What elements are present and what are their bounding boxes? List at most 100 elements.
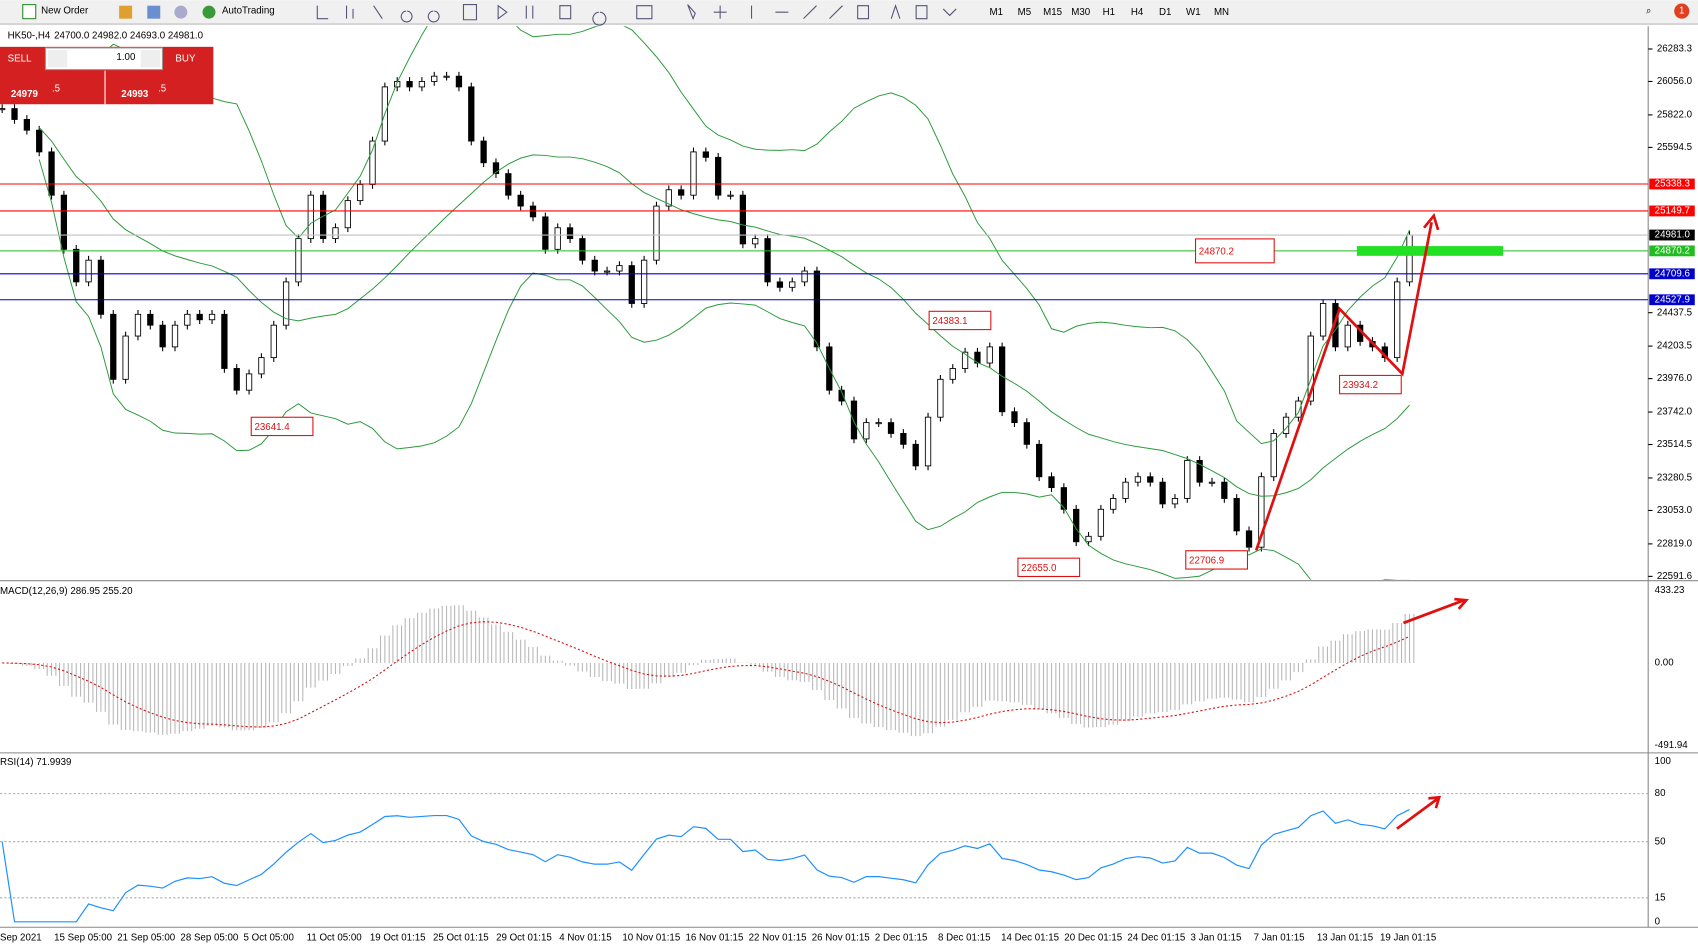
sell-button[interactable]: SELL <box>8 53 32 64</box>
timeframe-button[interactable]: M15 <box>1043 7 1062 18</box>
price-label: 25594.5 <box>1657 142 1692 153</box>
date-label: 4 Nov 01:15 <box>559 933 612 944</box>
timeframe-button[interactable]: M5 <box>1018 7 1032 18</box>
candle-body <box>208 313 216 321</box>
candle-body <box>640 259 648 304</box>
candle-body <box>480 140 487 164</box>
ask-price[interactable]: 24993 <box>121 89 149 100</box>
date-label: 19 Oct 01:15 <box>370 933 426 944</box>
autotrading-icon[interactable] <box>202 5 216 19</box>
buy-button[interactable]: BUY <box>175 53 196 64</box>
rsi-axis-label: 80 <box>1655 788 1666 799</box>
bollinger-band <box>38 127 1410 497</box>
lot-field[interactable] <box>44 47 163 71</box>
macd-signal <box>2 621 1410 728</box>
candle-body <box>554 227 561 250</box>
candle-body <box>863 422 870 440</box>
timeframe-button[interactable]: D1 <box>1159 7 1171 18</box>
candle-body <box>134 313 142 337</box>
candle-body <box>1245 530 1253 548</box>
date-label: 26 Nov 01:15 <box>812 933 870 944</box>
candle-body <box>665 189 672 207</box>
notification-badge[interactable] <box>1674 3 1690 19</box>
candle-body <box>122 335 129 380</box>
candle-body <box>801 270 808 283</box>
date-label: 20 Dec 01:15 <box>1064 933 1122 944</box>
candle-body <box>900 433 907 445</box>
ask-pips[interactable]: .5 <box>158 84 166 95</box>
candle-body <box>579 238 586 261</box>
lot-down[interactable] <box>47 50 68 68</box>
timeframe-button[interactable]: M1 <box>990 7 1004 18</box>
candle-body <box>789 281 796 288</box>
candle-body <box>702 151 709 158</box>
candle-body <box>1011 411 1018 424</box>
candle-body <box>369 140 376 185</box>
toolbar <box>0 0 1698 25</box>
candle-body <box>1258 476 1265 548</box>
candle-body <box>838 389 845 402</box>
candle-body <box>97 259 105 315</box>
candle-body <box>616 265 623 272</box>
lot-up[interactable] <box>140 50 161 68</box>
timeframe-button[interactable]: M30 <box>1071 7 1091 18</box>
candle-body <box>678 189 685 196</box>
candle-body <box>752 238 759 245</box>
candle-body <box>961 351 969 369</box>
candle-body <box>110 313 117 380</box>
rsi-label: RSI(14) 71.9939 <box>0 757 71 768</box>
price-annotation: 24870.2 <box>1199 247 1234 258</box>
symbol: HK50-,H4 <box>8 31 51 42</box>
candle-body <box>1085 535 1092 543</box>
autotrading-button[interactable]: AutoTrading <box>222 6 275 17</box>
candle-body <box>949 368 956 380</box>
bid-pips[interactable]: .5 <box>52 84 60 95</box>
price-annotation-box <box>250 416 314 437</box>
price-annotation: 23934.2 <box>1343 380 1378 391</box>
candle-body <box>159 324 166 348</box>
candle-body <box>1060 487 1067 510</box>
candle-body <box>48 151 55 196</box>
candle-body <box>1134 476 1142 483</box>
price-label: 24203.5 <box>1657 341 1692 352</box>
candle-body <box>776 281 784 288</box>
new-order-icon[interactable] <box>22 4 37 20</box>
candle-body <box>875 422 882 425</box>
timeframe-button[interactable]: H4 <box>1131 7 1144 18</box>
bollinger-band <box>38 26 1410 445</box>
candle-body <box>924 416 932 467</box>
candle-body <box>1147 476 1154 483</box>
candle-body <box>319 194 327 240</box>
timeframe-button[interactable]: MN <box>1214 7 1229 18</box>
macd-axis-label: 433.23 <box>1655 585 1685 596</box>
level-label: 24527.9 <box>1655 294 1690 305</box>
candle-body <box>850 400 858 440</box>
bid-price[interactable]: 24979 <box>11 89 39 100</box>
rsi-pane <box>0 793 1649 923</box>
new-order-button[interactable]: New Order <box>41 6 89 17</box>
timeframe-button[interactable]: W1 <box>1186 7 1201 18</box>
price-annotation-box <box>1185 550 1249 570</box>
candle-body <box>344 200 351 229</box>
candle-body <box>233 368 240 391</box>
tool-icon[interactable] <box>119 5 133 19</box>
timeframe-button[interactable]: H1 <box>1103 7 1115 18</box>
candle-body <box>245 373 253 391</box>
lot-size[interactable]: 1.00 <box>116 52 136 63</box>
rsi-axis-label: 50 <box>1655 836 1666 847</box>
tool-icon[interactable] <box>147 5 161 19</box>
price-annotation: 24383.1 <box>932 316 967 327</box>
date-label: 11 Oct 05:00 <box>307 933 363 944</box>
search-icon[interactable]: ⌕ <box>1646 6 1651 17</box>
tool-icon[interactable] <box>174 5 188 19</box>
candle-body <box>1208 481 1216 484</box>
price-label: 23514.5 <box>1657 439 1692 450</box>
candle-body <box>1023 422 1030 445</box>
candle-body <box>1122 481 1129 499</box>
date-label: 3 Jan 01:15 <box>1191 933 1242 944</box>
date-label: Sep 2021 <box>0 933 42 944</box>
date-label: 10 Nov 01:15 <box>622 933 680 944</box>
candle-body <box>406 81 413 88</box>
candle-body <box>1233 498 1240 532</box>
candle-body <box>887 422 895 434</box>
